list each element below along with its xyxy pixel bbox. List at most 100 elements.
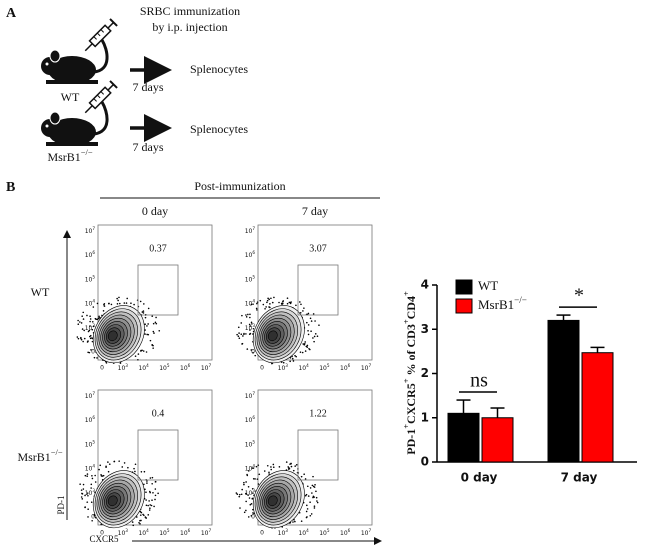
x-tick-label-base: 10: [138, 530, 146, 537]
event-dot: [256, 478, 259, 480]
event-dot: [257, 464, 260, 466]
event-dot: [152, 330, 155, 333]
event-dot: [241, 488, 243, 491]
event-dot: [146, 325, 148, 327]
event-dot: [263, 470, 266, 472]
event-dot: [312, 313, 315, 315]
bar: [447, 412, 480, 463]
x-tick-label-sup: 6: [348, 528, 351, 533]
event-dot: [250, 514, 253, 517]
legend-label: WT: [478, 278, 498, 293]
event-dot: [309, 487, 312, 489]
event-dot: [235, 492, 238, 494]
x-tick-label: 104: [138, 528, 149, 537]
event-dot: [312, 337, 314, 339]
event-dot: [144, 333, 146, 335]
event-dot: [148, 509, 151, 511]
event-dot: [249, 332, 252, 335]
y-tick-label-base: 10: [85, 489, 93, 496]
group-label: WT: [61, 90, 80, 104]
x-tick-label-sup: 6: [348, 363, 351, 368]
event-dot: [107, 461, 109, 463]
event-dot: [306, 321, 308, 324]
x-tick-label: 106: [180, 363, 191, 372]
event-dot: [243, 511, 246, 514]
x-tick-label: 103: [118, 363, 129, 372]
event-dot: [245, 316, 248, 318]
y-tick-label: 0: [421, 455, 429, 469]
event-dot: [241, 314, 243, 317]
panel-label: B: [6, 180, 15, 195]
event-dot: [94, 474, 96, 477]
event-dot: [312, 485, 315, 488]
duration: 7 days: [133, 80, 164, 94]
y-axis-title-part: PD-1: [404, 429, 418, 455]
event-dot: [143, 483, 145, 486]
y-tick-label: 105: [85, 439, 96, 448]
bar: [547, 319, 580, 463]
event-dot: [248, 323, 251, 326]
y-tick-label-base: 10: [85, 276, 93, 283]
event-dot: [82, 318, 85, 320]
injection-text: by i.p. injection: [152, 20, 227, 34]
y-tick-label: 105: [245, 274, 256, 283]
event-dot: [96, 318, 99, 321]
event-dot: [82, 488, 85, 490]
event-dot: [142, 312, 145, 314]
event-dot: [88, 329, 91, 332]
density-contour: [107, 495, 118, 507]
event-dot: [252, 351, 254, 354]
event-dot: [103, 303, 105, 306]
event-dot: [315, 496, 318, 499]
group-label-base: MsrB1: [47, 150, 80, 164]
y-tick-label: 4: [421, 278, 429, 292]
event-dot: [272, 463, 275, 466]
event-dot: [140, 471, 143, 473]
event-dot: [295, 304, 297, 307]
x-tick-label: 103: [278, 363, 289, 372]
event-dot: [248, 497, 251, 499]
event-dot: [245, 314, 247, 316]
y-tick-label: 103: [85, 322, 96, 331]
event-dot: [116, 297, 118, 300]
event-dot: [107, 470, 110, 473]
x-tick-label-base: 10: [138, 365, 146, 372]
event-dot: [139, 300, 142, 303]
y-axis-title-sup: +: [402, 424, 411, 429]
event-dot: [289, 360, 291, 363]
y-tick-label-sup: 7: [252, 391, 255, 396]
output: Splenocytes: [190, 62, 248, 76]
event-dot: [154, 494, 157, 497]
y-tick-label-sup: 7: [92, 391, 95, 396]
event-dot: [131, 521, 134, 523]
y-axis-title-part: CXCR5: [404, 383, 418, 424]
event-dot: [89, 318, 92, 320]
syringe-icon: [80, 17, 119, 56]
event-dot: [266, 301, 268, 304]
x-tick-label-sup: 3: [125, 528, 128, 533]
event-dot: [251, 487, 254, 490]
panel-label: A: [6, 6, 17, 21]
gate: [297, 429, 339, 481]
header: Post-immunization: [194, 179, 285, 193]
bar: [481, 417, 514, 463]
event-dot: [280, 302, 283, 305]
plot-frame: [97, 389, 213, 526]
event-dot: [299, 301, 301, 303]
event-dot: [258, 473, 261, 476]
event-dot: [158, 329, 161, 332]
event-dot: [316, 501, 319, 504]
x-tick-label-base: 10: [319, 365, 327, 372]
y-tick-label-base: 10: [85, 300, 93, 307]
x-tick-label: 105: [159, 528, 170, 537]
y-axis-title: PD-1+CXCR5+ % of CD3+CD4+: [402, 291, 417, 455]
event-dot: [146, 480, 148, 482]
event-dot: [145, 491, 147, 493]
timepoint: 7 day: [302, 204, 328, 218]
x-tick-label: 107: [201, 528, 212, 537]
event-dot: [250, 349, 253, 351]
y-tick-label-base: 10: [245, 252, 253, 259]
x-tick-label-base: 10: [278, 365, 286, 372]
event-dot: [127, 466, 129, 469]
event-dot: [151, 315, 154, 317]
